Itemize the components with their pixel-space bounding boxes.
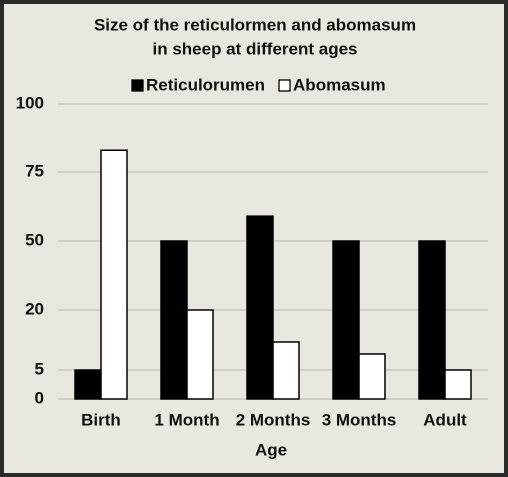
bar <box>418 240 446 400</box>
y-tick-label: 50 <box>25 230 44 249</box>
bar <box>444 369 472 400</box>
x-tick-label: Adult <box>423 410 467 429</box>
chart-title: in sheep at different ages <box>153 39 358 58</box>
bar <box>332 240 360 400</box>
y-tick-label: 100 <box>16 93 44 112</box>
x-tick-label: 3 Months <box>322 410 397 429</box>
legend-label: Abomasum <box>293 75 386 94</box>
y-tick-label: 0 <box>35 388 44 407</box>
x-tick-label: 1 Month <box>154 410 219 429</box>
chart-title: Size of the reticulormen and abomasum <box>94 15 416 34</box>
bar <box>100 149 128 400</box>
bar <box>272 341 300 400</box>
legend-swatch <box>278 79 291 92</box>
legend-swatch <box>131 79 144 92</box>
bar <box>160 240 188 400</box>
x-axis-label: Age <box>255 440 287 459</box>
bar <box>186 309 214 400</box>
y-tick-label: 20 <box>25 299 44 318</box>
y-tick-label: 75 <box>25 161 44 180</box>
y-tick-label: 5 <box>35 359 44 378</box>
x-tick-label: Birth <box>81 410 121 429</box>
legend-label: Reticulorumen <box>146 75 265 94</box>
x-tick-label: 2 Months <box>236 410 311 429</box>
bar <box>74 369 102 400</box>
bar <box>246 215 274 400</box>
bar <box>358 353 386 400</box>
